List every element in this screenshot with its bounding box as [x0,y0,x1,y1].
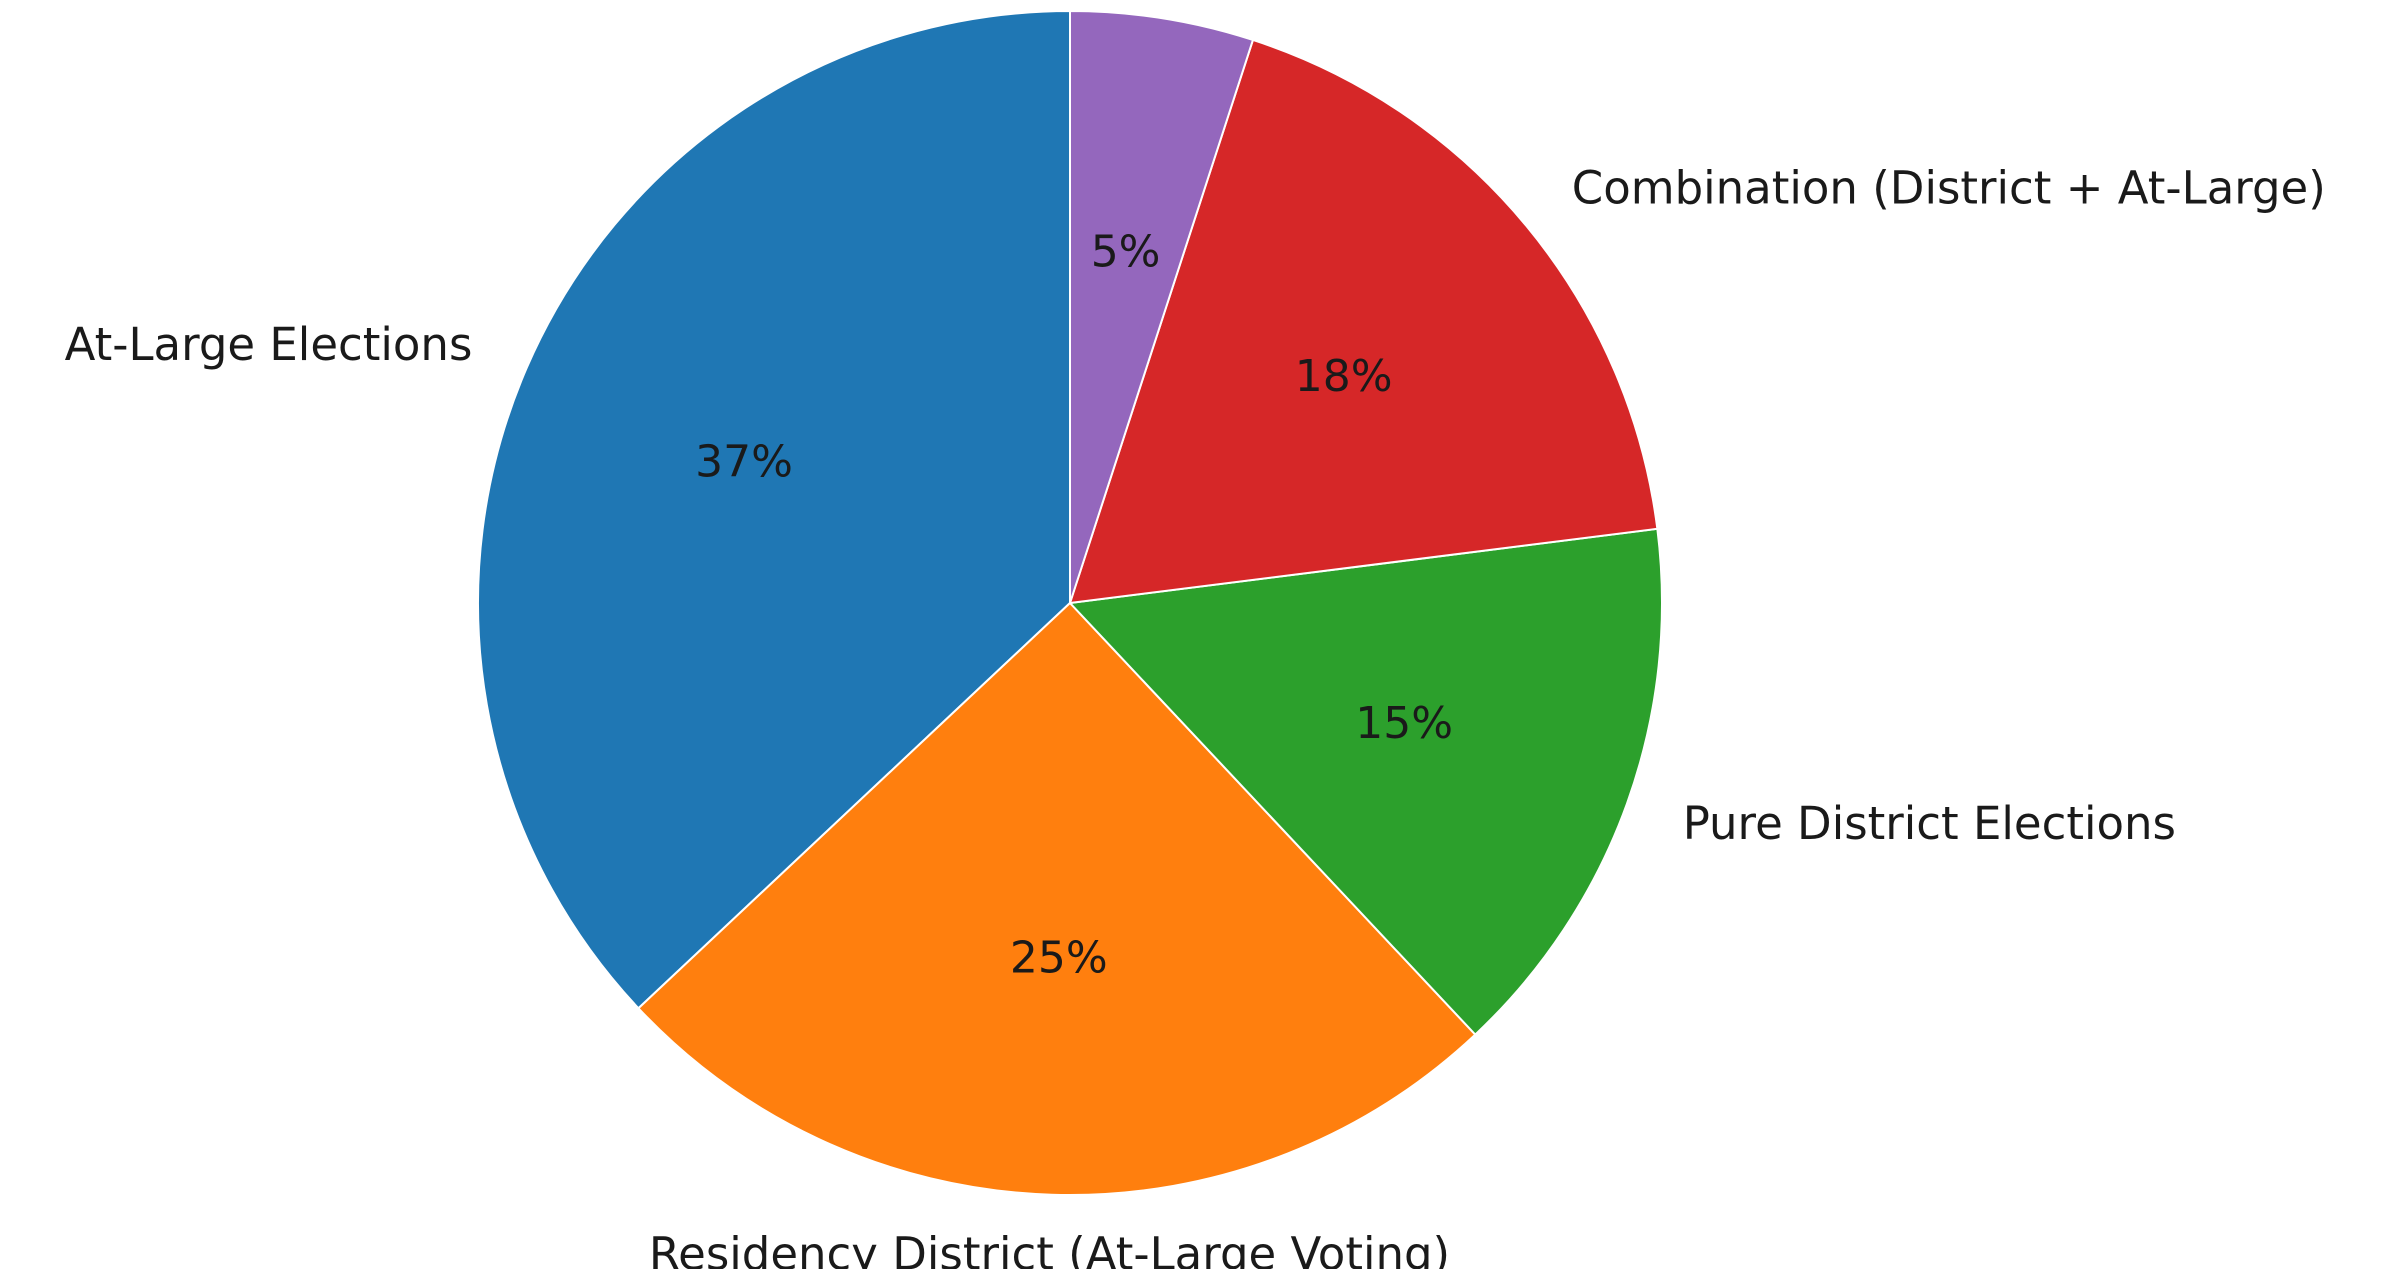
pie-slice-unlabeled-4 [1069,10,1254,604]
pct-label-unlabeled-4: 5% [1091,227,1161,278]
slices-layer [477,10,1663,1196]
pct-label-at-large-elections: 37% [695,436,793,487]
pct-label-combination-district-at-large: 18% [1295,351,1393,402]
pie-slice-combination-district-at-large [1069,38,1659,604]
pct-label-pure-district-elections: 15% [1355,698,1453,749]
pie-slice-at-large-elections [477,10,1071,1010]
pct-label-residency-district-at-large-voting: 25% [1010,933,1108,984]
category-label-at-large-elections: At-Large Elections [65,318,473,371]
pie-slice-pure-district-elections [1069,527,1663,1036]
pie-slice-residency-district-at-large-voting [637,602,1477,1196]
category-label-residency-district-at-large-voting: Residency District (At-Large Voting) [649,1227,1450,1269]
labels-layer: 37% At-Large Elections 25% Residency Distri… [65,161,2326,1269]
category-label-pure-district-elections: Pure District Elections [1683,797,2176,850]
category-label-combination-district-at-large: Combination (District + At-Large) [1572,161,2326,214]
